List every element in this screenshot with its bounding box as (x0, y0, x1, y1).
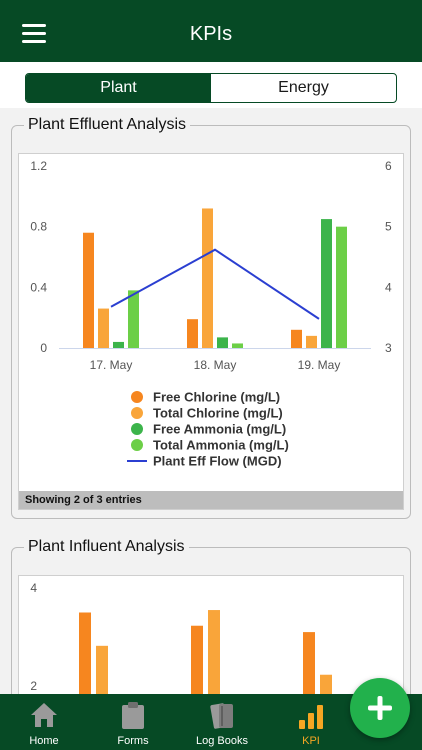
y-axis-left-tick: 0.4 (30, 280, 47, 294)
tab-plant[interactable]: Plant (26, 74, 211, 102)
add-button[interactable] (350, 678, 410, 738)
bar-free-chlorine (83, 232, 94, 348)
legend-label: Free Ammonia (mg/L) (153, 422, 286, 437)
y-axis-left-tick: 1.2 (30, 159, 47, 173)
segmented-tabs: Plant Energy (25, 73, 397, 103)
y-axis-left-tick: 2 (30, 679, 37, 693)
line-plant-eff-flow (110, 248, 320, 320)
effluent-panel-title: Plant Effluent Analysis (24, 116, 191, 134)
bar-free-ammonia (217, 337, 228, 348)
effluent-chart-card: 0 0.4 0.8 1.2 3 4 5 6 17. May 18. May 19. May Free … (18, 153, 404, 510)
home-icon (31, 703, 57, 727)
nav-kpi[interactable]: KPI (269, 694, 353, 750)
books-icon (210, 703, 233, 729)
x-axis-tick: 18. May (194, 358, 237, 372)
bar-influent (79, 612, 91, 696)
y-axis-left-tick: 4 (30, 581, 37, 595)
clipboard-icon (122, 702, 144, 729)
bar-free-ammonia (321, 219, 332, 348)
bar-chart-icon (299, 705, 323, 729)
effluent-chart: 0 0.4 0.8 1.2 3 4 5 6 17. May 18. May 19. May Free … (30, 159, 392, 469)
legend-marker (131, 391, 143, 403)
bar-total-ammonia (232, 343, 243, 348)
nav-log-books[interactable]: Log Books (180, 694, 264, 750)
y-axis-right-tick: 3 (385, 341, 392, 355)
bar-total-chlorine (202, 208, 213, 348)
legend-label: Total Chlorine (mg/L) (153, 406, 283, 421)
y-axis-right-tick: 5 (385, 220, 392, 234)
content-area: Plant Effluent Analysis 0 0.4 0.8 1.2 3 4 5 6 17… (0, 108, 422, 696)
bar-free-chlorine (291, 329, 302, 348)
effluent-panel: Plant Effluent Analysis 0 0.4 0.8 1.2 3 4 5 6 17… (11, 116, 411, 519)
legend-marker (131, 423, 143, 435)
bar-influent (96, 645, 108, 696)
entries-footer: Showing 2 of 3 entries (19, 491, 403, 509)
bar-influent (303, 632, 315, 696)
plus-icon (368, 696, 392, 720)
legend-label: Plant Eff Flow (MGD) (153, 454, 282, 469)
tab-energy[interactable]: Energy (278, 79, 329, 96)
nav-home-label: Home (29, 735, 59, 747)
hamburger-menu-icon[interactable] (22, 24, 46, 44)
x-axis-tick: 19. May (298, 358, 341, 372)
bar-total-chlorine (98, 308, 109, 348)
nav-forms-label: Forms (117, 735, 149, 747)
bar-influent (320, 674, 332, 696)
y-axis-right-tick: 4 (385, 280, 392, 294)
legend-label: Free Chlorine (mg/L) (153, 390, 280, 405)
bar-total-ammonia (128, 290, 139, 348)
nav-forms[interactable]: Forms (91, 694, 175, 750)
legend-marker (131, 439, 143, 451)
legend-label: Total Ammonia (mg/L) (153, 438, 289, 453)
legend-marker (131, 407, 143, 419)
y-axis-left-tick: 0 (40, 341, 47, 355)
bar-total-chlorine (306, 335, 317, 348)
page-title: KPIs (189, 23, 233, 45)
influent-chart: 24 (30, 581, 332, 696)
bar-influent (208, 610, 220, 696)
top-app-bar: KPIs (0, 0, 422, 62)
bar-total-ammonia (336, 226, 347, 348)
influent-panel-title: Plant Influent Analysis (24, 538, 189, 556)
y-axis-left-tick: 0.8 (30, 220, 47, 234)
nav-home[interactable]: Home (2, 694, 86, 750)
x-axis-tick: 17. May (90, 358, 133, 372)
nav-log-books-label: Log Books (196, 735, 248, 747)
bar-free-ammonia (113, 341, 124, 348)
nav-kpi-label: KPI (302, 735, 320, 747)
bar-influent (191, 625, 203, 696)
bar-free-chlorine (187, 319, 198, 348)
y-axis-right-tick: 6 (385, 159, 392, 173)
